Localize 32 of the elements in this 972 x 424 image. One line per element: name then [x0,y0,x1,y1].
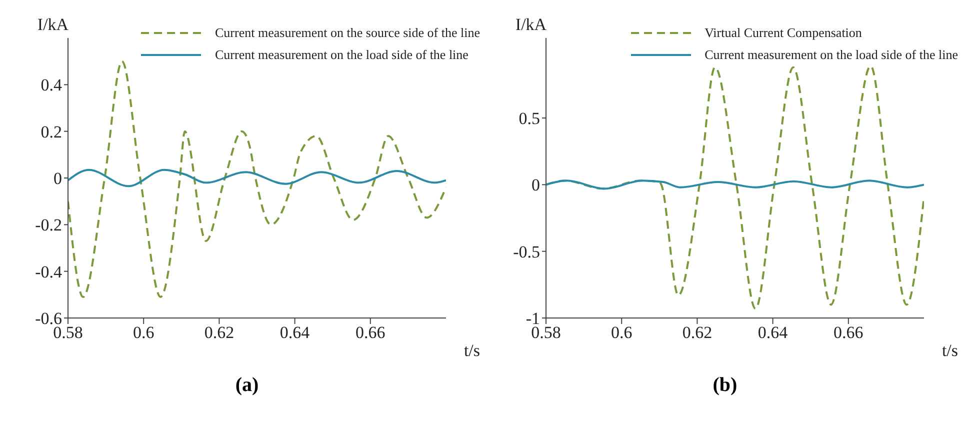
y-tick-label: -0.5 [513,242,540,262]
y-axis-title: I/kA [37,15,70,34]
x-tick-label: 0.58 [53,323,83,342]
x-tick-label: 0.64 [280,323,310,342]
legend-label: Current measurement on the source side of the line [215,24,480,42]
line-series [546,180,924,190]
y-tick-label: 0.4 [40,76,62,95]
line-series [68,60,446,298]
x-axis-title: t/s [942,341,958,360]
x-tick-label: 0.64 [758,323,788,342]
legend-label: Current measurement on the load side of the line [704,46,958,64]
y-tick-label: 0 [532,176,540,195]
x-tick-label: 0.62 [682,323,712,342]
y-tick-label: -0.2 [35,216,62,235]
legend-label: Current measurement on the load side of the line [215,46,468,64]
x-tick-label: 0.66 [834,323,864,342]
x-tick-label: 0.6 [132,323,154,342]
legend-label: Virtual Current Compensation [704,24,862,42]
x-tick-label: 0.66 [356,323,386,342]
line-series [68,168,446,188]
x-tick-label: 0.58 [531,323,561,342]
y-tick-label: 0.2 [40,122,62,142]
y-tick-label: -0.4 [35,262,62,282]
y-tick-label: 0.5 [518,109,540,128]
x-tick-label: 0.62 [204,323,234,342]
text: (a) [234,374,260,397]
y-tick-label: 0 [54,169,62,188]
text: (b) [712,374,738,397]
x-tick-label: 0.6 [610,323,632,342]
y-axis-title: I/kA [515,15,548,34]
line-series [546,65,924,310]
x-axis-title: t/s [464,341,480,360]
